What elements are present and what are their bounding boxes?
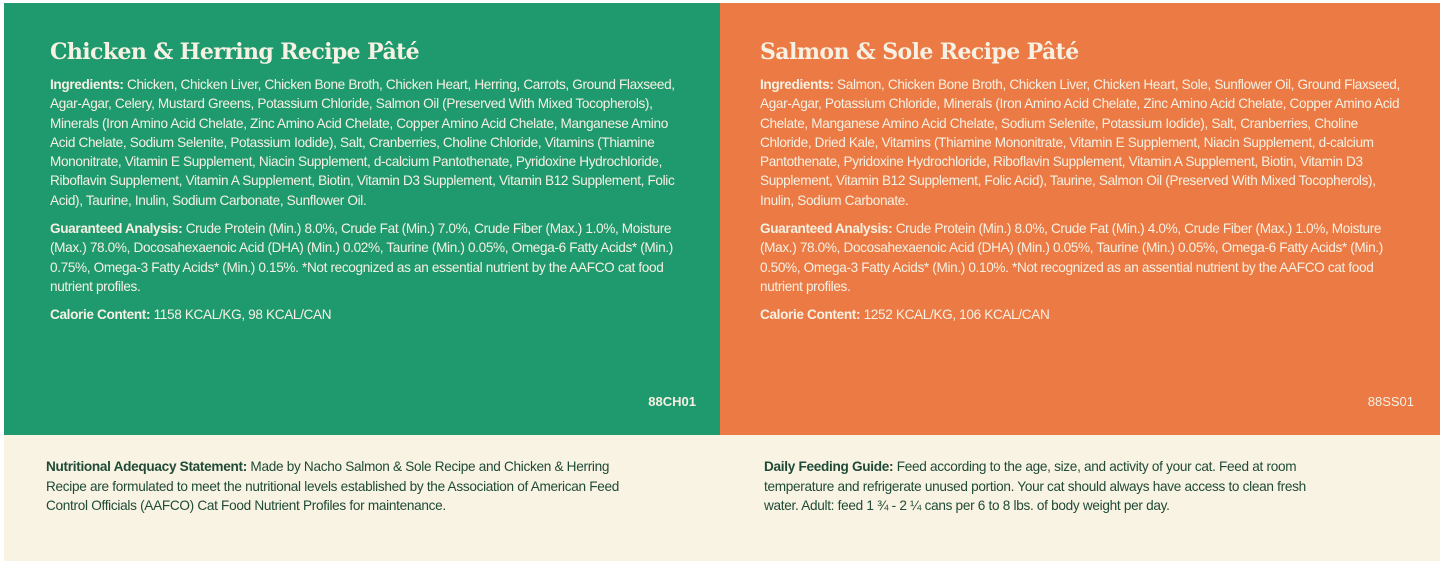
feeding-label: Daily Feeding Guide: <box>764 459 894 474</box>
product-code: 88SS01 <box>1367 394 1414 409</box>
recipe-title: Salmon & Sole Recipe Pâté <box>760 39 1079 65</box>
nutritional-adequacy-statement: Nutritional Adequacy Statement: Made by … <box>46 457 646 516</box>
analysis-text: Crude Protein (Min.) 8.0%, Crude Fat (Mi… <box>760 221 1383 294</box>
ingredients: Ingredients: Chicken, Chicken Liver, Chi… <box>50 75 680 210</box>
calorie-text: 1158 KCAL/KG, 98 KCAL/CAN <box>153 307 332 323</box>
calorie-content: Calorie Content: 1252 KCAL/KG, 106 KCAL/… <box>760 305 1400 324</box>
feeding-text: Feed according to the age, size, and act… <box>764 459 1306 513</box>
recipe-panels: Chicken & Herring Recipe Pâté Ingredient… <box>4 3 1440 435</box>
analysis-label: Guaranteed Analysis: <box>760 221 893 237</box>
analysis-text: Crude Protein (Min.) 8.0%, Crude Fat (Mi… <box>50 221 673 294</box>
analysis-label: Guaranteed Analysis: <box>50 221 183 237</box>
adequacy-label: Nutritional Adequacy Statement: <box>46 459 247 474</box>
calorie-content: Calorie Content: 1158 KCAL/KG, 98 KCAL/C… <box>50 305 680 324</box>
footer-panel: Nutritional Adequacy Statement: Made by … <box>4 435 1440 561</box>
chicken-herring-panel: Chicken & Herring Recipe Pâté Ingredient… <box>4 3 720 435</box>
recipe-title: Chicken & Herring Recipe Pâté <box>50 39 420 65</box>
ingredients-label: Ingredients: <box>50 77 124 92</box>
calorie-label: Calorie Content: <box>50 307 151 323</box>
ingredients-text: Chicken, Chicken Liver, Chicken Bone Bro… <box>50 77 675 208</box>
calorie-label: Calorie Content: <box>760 307 861 323</box>
ingredients-label: Ingredients: <box>760 77 834 92</box>
ingredients: Ingredients: Salmon, Chicken Bone Broth,… <box>760 75 1400 210</box>
product-code: 88CH01 <box>648 394 696 409</box>
guaranteed-analysis: Guaranteed Analysis: Crude Protein (Min.… <box>50 219 680 296</box>
calorie-text: 1252 KCAL/KG, 106 KCAL/CAN <box>863 307 1050 323</box>
daily-feeding-guide: Daily Feeding Guide: Feed according to t… <box>764 457 1324 516</box>
ingredients-text: Salmon, Chicken Bone Broth, Chicken Live… <box>760 77 1400 208</box>
guaranteed-analysis: Guaranteed Analysis: Crude Protein (Min.… <box>760 219 1400 296</box>
adequacy-text: Made by Nacho Salmon & Sole Recipe and C… <box>46 459 619 513</box>
salmon-sole-panel: Salmon & Sole Recipe Pâté Ingredients: S… <box>720 3 1440 435</box>
